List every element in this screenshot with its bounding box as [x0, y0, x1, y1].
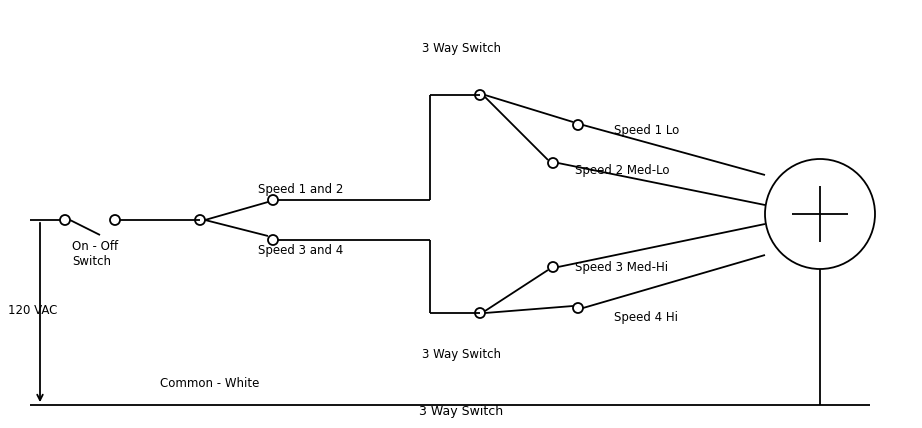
Circle shape: [573, 120, 583, 130]
Circle shape: [475, 308, 485, 318]
Text: 3 Way Switch: 3 Way Switch: [421, 348, 501, 361]
Text: 3 Way Switch: 3 Way Switch: [419, 405, 503, 419]
Text: On - Off
Switch: On - Off Switch: [72, 240, 118, 268]
Circle shape: [110, 215, 120, 225]
Text: Speed 1 Lo: Speed 1 Lo: [614, 124, 680, 137]
Circle shape: [548, 158, 558, 168]
Circle shape: [268, 235, 278, 245]
Text: Common - White: Common - White: [160, 377, 259, 390]
Circle shape: [548, 262, 558, 272]
Text: 120 VAC: 120 VAC: [8, 303, 57, 316]
Circle shape: [60, 215, 70, 225]
Circle shape: [475, 90, 485, 100]
Text: 3 Way Switch: 3 Way Switch: [421, 42, 501, 54]
Circle shape: [268, 195, 278, 205]
Text: Speed 2 Med-Lo: Speed 2 Med-Lo: [575, 163, 669, 176]
Text: Speed 1 and 2: Speed 1 and 2: [258, 183, 343, 196]
Text: Speed 3 and 4: Speed 3 and 4: [258, 244, 343, 257]
Circle shape: [573, 303, 583, 313]
Text: Speed 4 Hi: Speed 4 Hi: [614, 312, 678, 324]
Text: Speed 3 Med-Hi: Speed 3 Med-Hi: [575, 262, 668, 274]
Circle shape: [195, 215, 205, 225]
